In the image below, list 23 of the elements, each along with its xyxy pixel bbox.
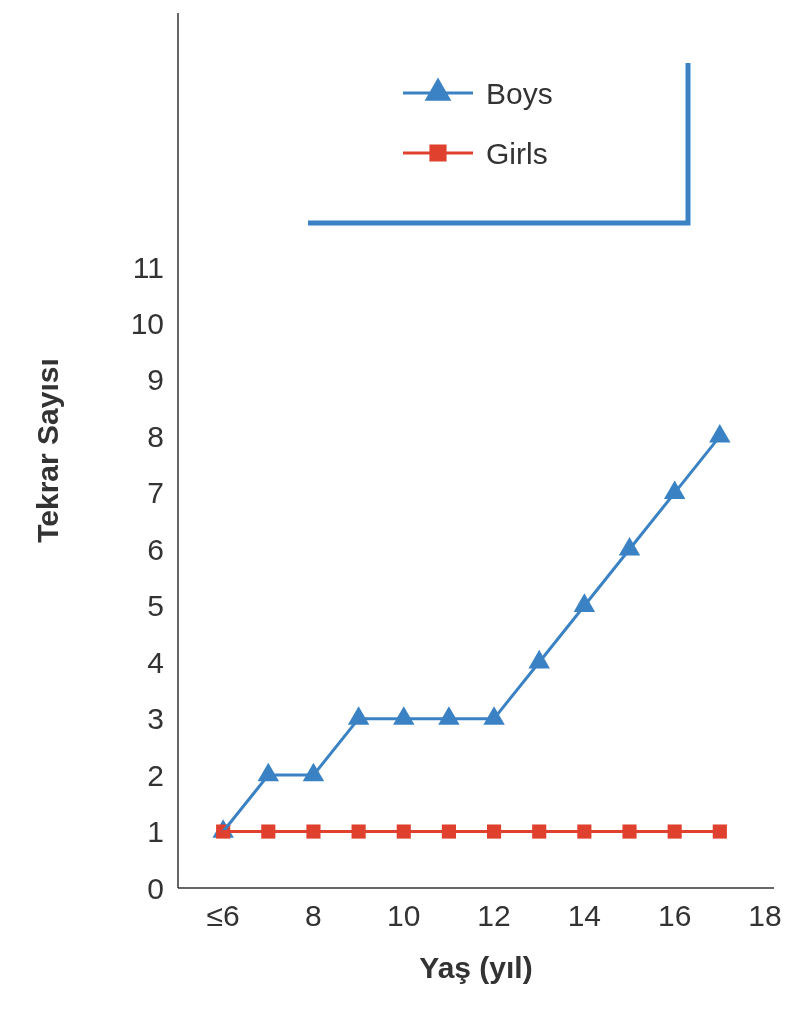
y-tick-label: 1 xyxy=(147,815,164,849)
x-tick-label: ≤6 xyxy=(206,899,240,932)
y-tick-label: 8 xyxy=(147,419,164,453)
x-tick-label: 14 xyxy=(567,899,602,932)
y-tick-label: 11 xyxy=(132,250,164,284)
y-tick-label: 2 xyxy=(147,758,164,792)
y-tick-label: 9 xyxy=(147,363,164,397)
y-tick-label: 7 xyxy=(147,476,164,510)
x-tick-label: 12 xyxy=(477,899,511,932)
y-tick-label: 10 xyxy=(130,306,164,340)
x-tick-label: 16 xyxy=(657,899,692,932)
legend-label: Girls xyxy=(486,136,548,170)
legend-label: Boys xyxy=(486,76,553,110)
x-axis-title: Yaş (yıl) xyxy=(419,951,533,984)
x-tick-label: 18 xyxy=(748,899,782,932)
y-tick-label: 4 xyxy=(147,645,164,679)
x-tick-label: 10 xyxy=(387,899,421,932)
y-axis-title: Tekrar Sayısı xyxy=(31,358,64,543)
x-tick-label: 8 xyxy=(305,899,322,932)
y-tick-label: 6 xyxy=(147,532,164,566)
y-tick-label: 3 xyxy=(147,702,164,736)
y-tick-label: 5 xyxy=(147,589,164,623)
y-tick-label: 0 xyxy=(147,871,164,905)
